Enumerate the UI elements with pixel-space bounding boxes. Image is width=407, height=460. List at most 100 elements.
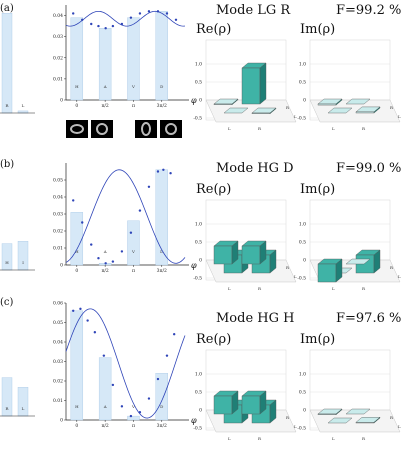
- basis-label-side: L: [398, 424, 401, 429]
- y-tick-label: 0.03: [53, 212, 63, 218]
- y-tick-label: 0.04: [53, 195, 63, 201]
- data-point: [172, 333, 176, 336]
- side-bar-label-L: L: [22, 103, 25, 108]
- basis-label-front: L: [228, 126, 231, 131]
- thumbnail-d-ring: [165, 123, 177, 135]
- row-b-headings: (b) Mode HG D F=99.0 % Re(ρ) Im(ρ): [0, 159, 401, 197]
- bar-top: [345, 408, 371, 415]
- thumbnail-d: [160, 120, 182, 138]
- bar-front: [241, 395, 261, 415]
- im-label-a: Im(ρ): [300, 22, 335, 37]
- thumbnail-a: [91, 120, 113, 138]
- side-bar-I: [17, 240, 29, 271]
- y-tick-label: 0.04: [53, 13, 63, 19]
- mode-label-a: Mode LG R: [216, 3, 291, 18]
- data-point: [97, 24, 100, 28]
- row-c-headings: (c) Mode HG H F=97.6 % Re(ρ) Im(ρ): [0, 297, 401, 347]
- bar-top: [327, 107, 353, 114]
- basis-label-front: L: [228, 286, 231, 291]
- bar-V: [127, 220, 140, 266]
- thumbnail-v: [135, 120, 157, 138]
- bar-side: [259, 240, 267, 265]
- bar-A: [98, 28, 112, 101]
- bar-top: [345, 258, 371, 265]
- z-tick-label: 0.5: [195, 240, 202, 246]
- data-point: [147, 185, 151, 188]
- y-tick-label: 0: [60, 98, 63, 104]
- data-point: [138, 411, 142, 414]
- data-point: [129, 16, 133, 19]
- x-tick-label: 3π/2: [157, 268, 167, 274]
- bar-label-V: V: [131, 404, 135, 409]
- x-tick-label: π/2: [101, 423, 108, 429]
- bar-label-H: H: [75, 249, 79, 254]
- y-tick-label: 0.01: [53, 246, 63, 252]
- basis-label-side: L: [294, 114, 297, 119]
- bar-front: [241, 245, 261, 265]
- bar-side: [259, 62, 267, 105]
- im-label-b: Im(ρ): [300, 182, 335, 197]
- z-tick-label: -0.5: [297, 116, 306, 122]
- y-tick-label: 0.03: [53, 34, 63, 40]
- z-tick-label: 0: [303, 258, 306, 264]
- bar-side: [373, 416, 381, 424]
- data-point: [165, 12, 169, 15]
- data-point: [81, 18, 84, 21]
- basis-label-front: L: [332, 126, 335, 131]
- y-tick-label: 0.02: [53, 229, 63, 235]
- z-tick-label: 1.0: [299, 372, 306, 378]
- bar-front: [317, 263, 337, 283]
- data-point: [97, 257, 100, 260]
- z-tick-label: 0.5: [195, 390, 202, 396]
- bar-label-A: A: [103, 404, 107, 409]
- re-label-c: Re(ρ): [196, 332, 231, 347]
- z-tick-label: 0.5: [299, 80, 306, 86]
- thumbnail-h-ring: [70, 124, 84, 134]
- y-tick-label: 0.06: [53, 301, 63, 307]
- basis-label-side: R: [286, 265, 290, 270]
- im-label-c: Im(ρ): [300, 332, 335, 347]
- y-tick-label: 0.01: [53, 398, 63, 404]
- z-tick-label: 1.0: [299, 222, 306, 228]
- x-tick-label: 0: [75, 268, 78, 274]
- data-point: [169, 172, 172, 175]
- z-tick-label: 0.5: [299, 240, 306, 246]
- x-tick-label: π: [132, 424, 135, 429]
- z-tick-label: -0.5: [297, 426, 306, 432]
- basis-label-front: R: [362, 436, 366, 441]
- x-axis-label: φ: [191, 96, 197, 105]
- row-a-headings: (a) Mode LG R F=99.2 % Re(ρ) Im(ρ): [0, 3, 401, 37]
- y-tick-label: 0.04: [53, 340, 63, 346]
- bar-side: [373, 106, 381, 114]
- bar-label-V: V: [131, 84, 135, 89]
- data-point: [156, 10, 160, 13]
- z-tick-label: 0.5: [195, 80, 202, 86]
- data-point: [104, 27, 107, 30]
- basis-label-front: L: [332, 286, 335, 291]
- fit-curve: [65, 308, 186, 419]
- x-tick-label: π/2: [101, 268, 108, 274]
- data-point: [111, 260, 115, 263]
- basis-label-side: R: [390, 105, 394, 110]
- z-tick-label: 1.0: [195, 62, 202, 68]
- panel-label-b: (b): [0, 159, 14, 170]
- data-point: [138, 12, 142, 15]
- data-point: [165, 354, 169, 357]
- data-point: [104, 262, 107, 265]
- data-point: [102, 354, 106, 357]
- basis-label-side: R: [390, 265, 394, 270]
- basis-label-side: R: [286, 415, 290, 420]
- bar-side: [373, 249, 381, 274]
- bar-label-D: D: [160, 404, 163, 409]
- basis-label-front: R: [258, 126, 262, 131]
- z-tick-label: -0.5: [297, 276, 306, 282]
- data-point: [129, 231, 133, 234]
- bar-side: [335, 408, 343, 416]
- bar-H: [70, 212, 84, 266]
- y-tick-label: 0.05: [53, 320, 63, 326]
- y-tick-label: 0: [60, 418, 63, 424]
